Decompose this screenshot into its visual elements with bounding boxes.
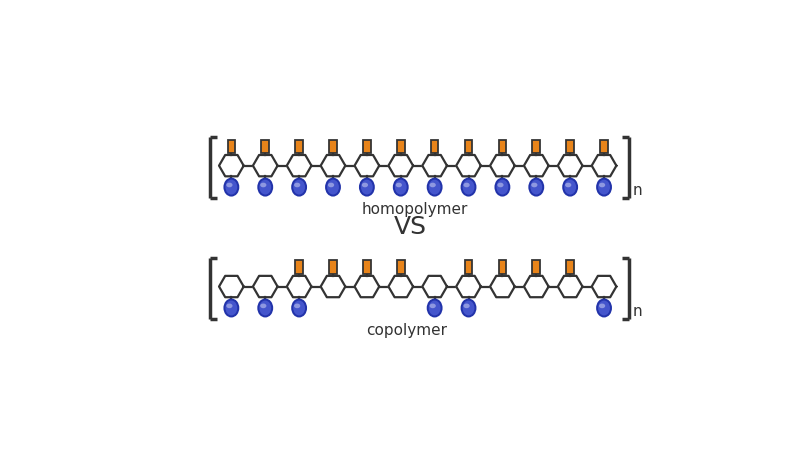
Ellipse shape: [292, 179, 306, 196]
Ellipse shape: [430, 183, 436, 187]
Polygon shape: [592, 276, 616, 297]
Ellipse shape: [462, 300, 475, 316]
FancyBboxPatch shape: [600, 140, 608, 153]
Polygon shape: [456, 155, 481, 176]
Ellipse shape: [226, 183, 233, 187]
Ellipse shape: [430, 304, 436, 308]
Ellipse shape: [563, 179, 577, 196]
Ellipse shape: [258, 300, 272, 316]
Ellipse shape: [326, 179, 340, 196]
Polygon shape: [253, 155, 278, 176]
Ellipse shape: [597, 179, 611, 196]
FancyBboxPatch shape: [533, 140, 540, 153]
Ellipse shape: [258, 179, 272, 196]
FancyBboxPatch shape: [397, 261, 405, 274]
Ellipse shape: [328, 183, 334, 187]
Polygon shape: [490, 155, 514, 176]
FancyBboxPatch shape: [329, 140, 337, 153]
Ellipse shape: [463, 304, 470, 308]
Polygon shape: [524, 155, 549, 176]
FancyBboxPatch shape: [566, 261, 574, 274]
Polygon shape: [422, 155, 447, 176]
Ellipse shape: [531, 183, 538, 187]
Text: homopolymer: homopolymer: [362, 202, 468, 217]
Ellipse shape: [463, 183, 470, 187]
FancyBboxPatch shape: [227, 140, 235, 153]
Ellipse shape: [428, 179, 442, 196]
Ellipse shape: [495, 179, 510, 196]
Ellipse shape: [294, 183, 300, 187]
Ellipse shape: [360, 179, 374, 196]
Ellipse shape: [599, 183, 606, 187]
Polygon shape: [490, 276, 514, 297]
Polygon shape: [253, 276, 278, 297]
Polygon shape: [558, 155, 582, 176]
Ellipse shape: [225, 179, 238, 196]
Ellipse shape: [396, 183, 402, 187]
Polygon shape: [456, 276, 481, 297]
Polygon shape: [287, 276, 311, 297]
Polygon shape: [219, 155, 244, 176]
Text: n: n: [633, 304, 642, 319]
FancyBboxPatch shape: [363, 140, 370, 153]
Ellipse shape: [225, 300, 238, 316]
Ellipse shape: [428, 300, 442, 316]
FancyBboxPatch shape: [295, 140, 303, 153]
FancyBboxPatch shape: [430, 140, 438, 153]
FancyBboxPatch shape: [397, 140, 405, 153]
Ellipse shape: [294, 304, 300, 308]
Polygon shape: [558, 276, 582, 297]
Ellipse shape: [498, 183, 503, 187]
FancyBboxPatch shape: [566, 140, 574, 153]
FancyBboxPatch shape: [465, 140, 472, 153]
FancyBboxPatch shape: [329, 261, 337, 274]
FancyBboxPatch shape: [363, 261, 370, 274]
Ellipse shape: [462, 179, 475, 196]
Polygon shape: [524, 276, 549, 297]
FancyBboxPatch shape: [498, 261, 506, 274]
Ellipse shape: [260, 183, 266, 187]
Polygon shape: [287, 155, 311, 176]
Polygon shape: [592, 155, 616, 176]
FancyBboxPatch shape: [262, 140, 269, 153]
Polygon shape: [354, 155, 379, 176]
Polygon shape: [321, 276, 346, 297]
Polygon shape: [422, 276, 447, 297]
Ellipse shape: [530, 179, 543, 196]
FancyBboxPatch shape: [498, 140, 506, 153]
Text: VS: VS: [394, 215, 426, 239]
Polygon shape: [389, 276, 413, 297]
FancyBboxPatch shape: [295, 261, 303, 274]
Ellipse shape: [260, 304, 266, 308]
Ellipse shape: [599, 304, 606, 308]
Ellipse shape: [394, 179, 408, 196]
Ellipse shape: [292, 300, 306, 316]
Ellipse shape: [597, 300, 611, 316]
Polygon shape: [354, 276, 379, 297]
Ellipse shape: [565, 183, 571, 187]
Polygon shape: [389, 155, 413, 176]
Polygon shape: [219, 276, 244, 297]
Ellipse shape: [362, 183, 368, 187]
FancyBboxPatch shape: [533, 261, 540, 274]
FancyBboxPatch shape: [465, 261, 472, 274]
Text: n: n: [633, 183, 642, 198]
Text: copolymer: copolymer: [366, 324, 447, 338]
Ellipse shape: [226, 304, 233, 308]
Polygon shape: [321, 155, 346, 176]
